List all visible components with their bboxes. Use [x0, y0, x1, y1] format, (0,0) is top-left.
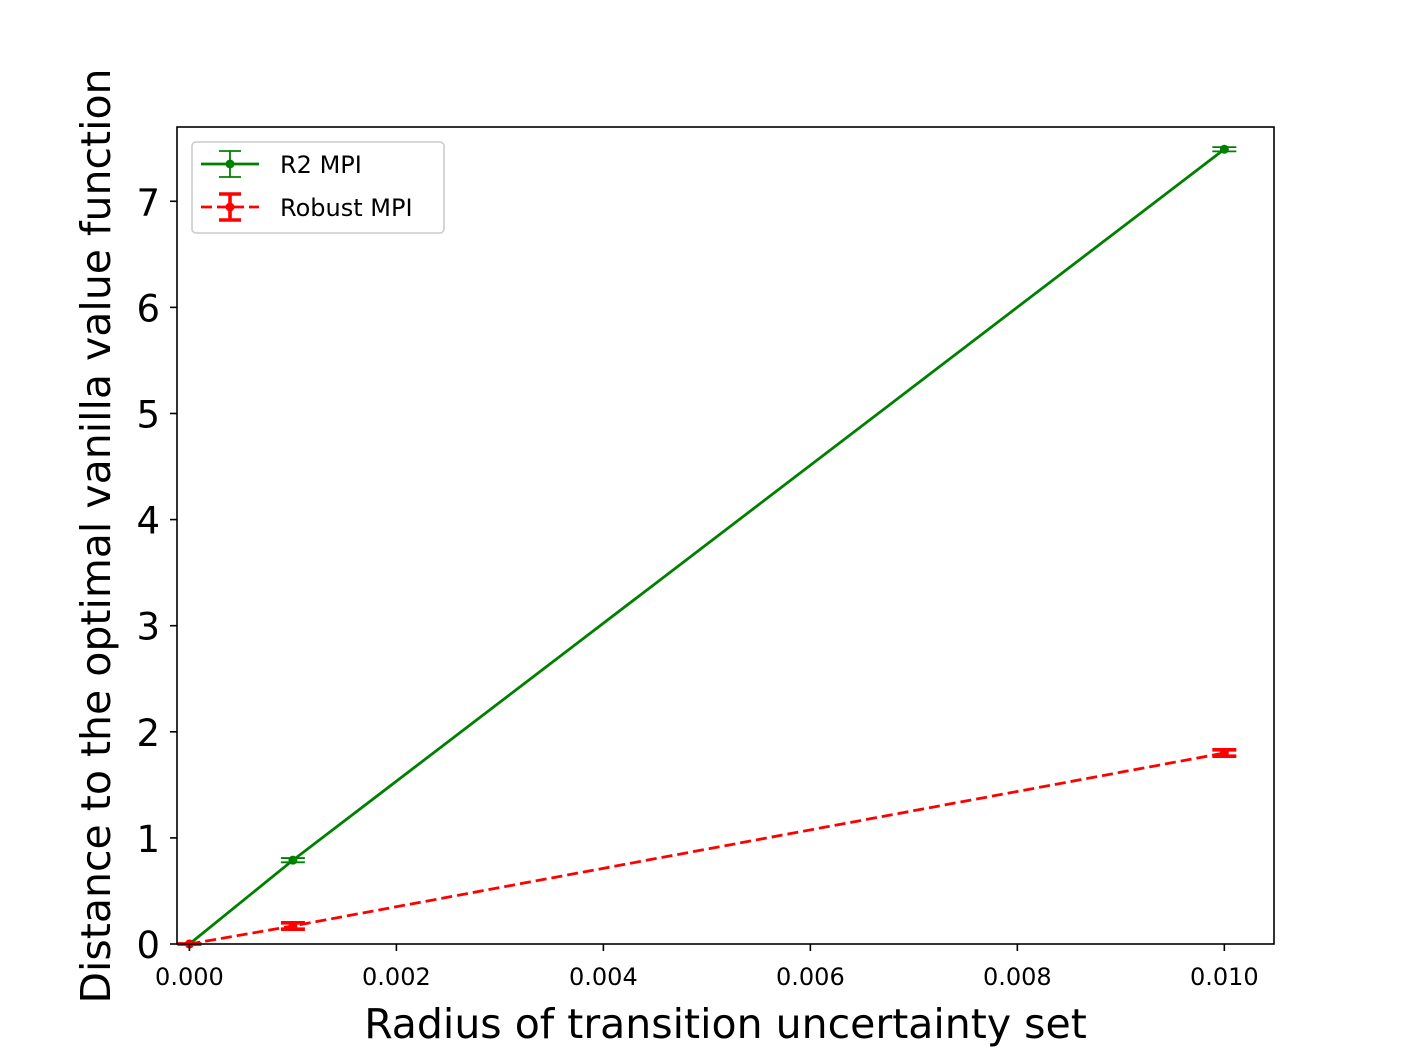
x-axis-label: Radius of transition uncertainty set	[364, 1000, 1087, 1048]
legend-items: R2 MPI Robust MPI	[201, 150, 413, 222]
x-tick-label: 0.000	[155, 963, 224, 991]
y-tick-label: 3	[136, 606, 160, 649]
y-tick-label: 6	[136, 287, 160, 330]
y-tick-label: 7	[136, 181, 160, 224]
legend-marker	[225, 159, 235, 169]
y-axis-ticks: 0 1 2 3 4 5 6 7	[136, 181, 177, 967]
x-tick-label: 0.002	[362, 963, 431, 991]
legend-label: Robust MPI	[280, 194, 413, 222]
y-axis-label: Distance to the optimal vanilla value fu…	[72, 68, 120, 1003]
y-tick-label: 4	[136, 500, 160, 543]
plot-frame	[176, 126, 1275, 945]
legend-item-1: Robust MPI	[201, 192, 413, 222]
data-point	[288, 921, 298, 931]
x-tick-label: 0.010	[1190, 963, 1259, 991]
data-point	[288, 855, 298, 865]
legend-marker	[225, 202, 235, 212]
legend-label: R2 MPI	[280, 151, 362, 179]
y-tick-label: 5	[136, 393, 160, 436]
data-point	[1219, 748, 1229, 758]
x-tick-label: 0.006	[776, 963, 845, 991]
y-tick-label: 0	[136, 924, 160, 967]
data-point	[1219, 144, 1229, 154]
y-tick-label: 2	[136, 712, 160, 755]
x-tick-label: 0.008	[983, 963, 1052, 991]
y-tick-label: 1	[136, 818, 160, 861]
x-tick-label: 0.004	[569, 963, 638, 991]
legend-item-0: R2 MPI	[201, 150, 362, 179]
legend: R2 MPI Robust MPI	[191, 141, 445, 234]
x-axis-ticks: 0.000 0.002 0.004 0.006 0.008 0.010	[155, 944, 1259, 991]
